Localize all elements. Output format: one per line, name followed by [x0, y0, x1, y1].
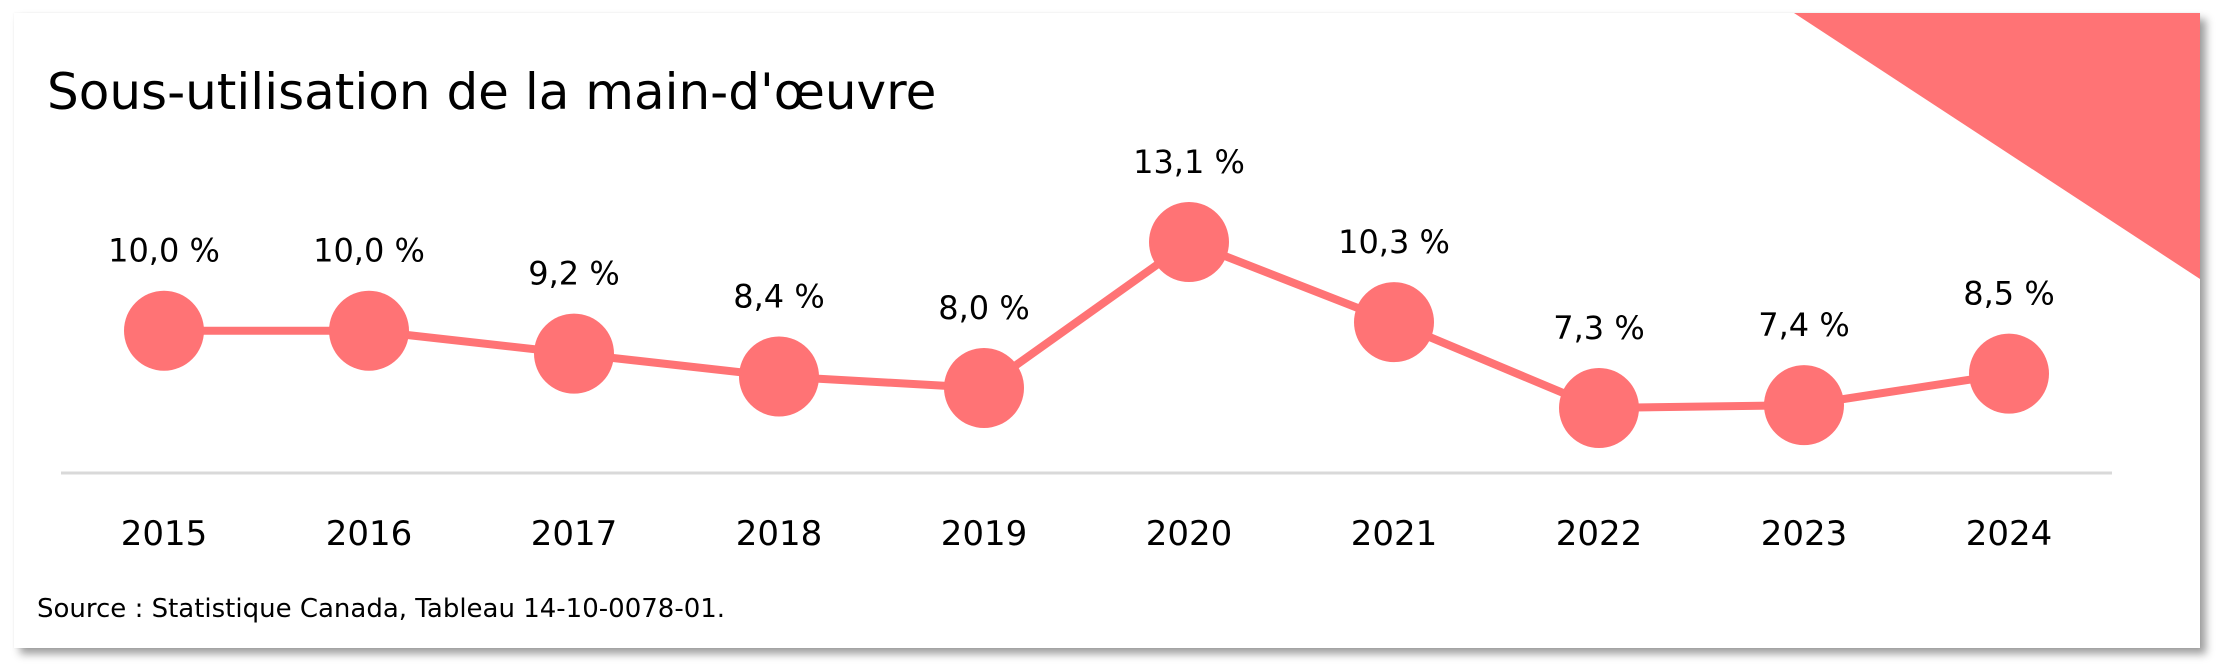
x-tick-label: 2020 — [1146, 514, 1233, 554]
x-tick-label: 2024 — [1966, 514, 2053, 554]
data-point-marker — [1969, 333, 2049, 414]
data-label: 7,3 % — [1553, 309, 1644, 347]
data-point-marker — [944, 347, 1024, 428]
data-point-marker — [1559, 367, 1639, 448]
x-axis-tick-labels: 2015 2016 2017 2018 2019 2020 2021 2022 2023 2024 — [121, 514, 2053, 554]
data-point-marker — [124, 290, 204, 371]
data-label: 9,2 % — [528, 255, 619, 293]
data-point-marker — [534, 313, 614, 394]
data-label: 10,0 % — [108, 232, 220, 270]
data-series — [124, 202, 2049, 448]
data-point-marker — [1354, 282, 1434, 363]
data-label: 10,3 % — [1338, 223, 1450, 261]
data-label: 13,1 % — [1133, 143, 1245, 181]
data-label: 7,4 % — [1758, 306, 1849, 344]
data-point-marker — [739, 336, 819, 417]
chart-title: Sous-utilisation de la main-d'œuvre — [47, 63, 936, 121]
data-point-marker — [1764, 365, 1844, 446]
x-tick-label: 2018 — [736, 514, 823, 554]
x-tick-label: 2019 — [941, 514, 1028, 554]
x-tick-label: 2016 — [326, 514, 413, 554]
data-label: 8,0 % — [938, 289, 1029, 327]
x-tick-label: 2021 — [1351, 514, 1438, 554]
x-tick-label: 2015 — [121, 514, 208, 554]
data-label: 8,4 % — [733, 278, 824, 316]
series-line — [164, 238, 2010, 412]
data-label: 10,0 % — [313, 232, 425, 270]
x-tick-label: 2022 — [1556, 514, 1643, 554]
data-point-marker — [329, 290, 409, 371]
source-note: Source : Statistique Canada, Tableau 14-… — [37, 594, 725, 624]
x-tick-label: 2023 — [1761, 514, 1848, 554]
corner-triangle-decoration — [1794, 13, 2200, 279]
data-label: 8,5 % — [1963, 275, 2054, 313]
data-point-marker — [1149, 202, 1229, 282]
x-tick-label: 2017 — [531, 514, 618, 554]
data-labels: 10,0 % 10,0 % 9,2 % 8,4 % 8,0 % 13,1 % 10,3 % 7… — [108, 143, 2055, 347]
